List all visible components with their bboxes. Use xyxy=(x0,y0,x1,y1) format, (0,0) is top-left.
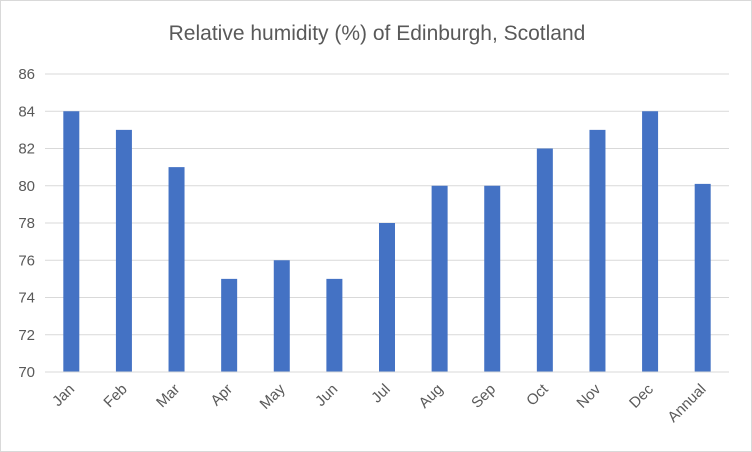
y-tick-label: 86 xyxy=(18,66,35,83)
bar-oct xyxy=(536,148,553,372)
bar-nov xyxy=(589,129,606,372)
x-tick-label: Mar xyxy=(153,381,183,411)
x-tick-label: Dec xyxy=(626,380,657,411)
bar-mar xyxy=(168,167,185,372)
y-tick-label: 80 xyxy=(18,178,35,195)
y-tick-label: 82 xyxy=(18,141,35,158)
x-tick-label: Sep xyxy=(468,381,499,412)
bars xyxy=(63,111,711,372)
y-tick-label: 84 xyxy=(18,103,35,120)
bar-dec xyxy=(642,111,659,372)
x-tick-label: Annual xyxy=(664,381,709,426)
bar-sep xyxy=(484,185,501,372)
bar-aug xyxy=(431,185,448,372)
chart-title: Relative humidity (%) of Edinburgh, Scot… xyxy=(169,22,586,45)
y-tick-label: 74 xyxy=(18,290,35,307)
x-tick-label: Feb xyxy=(100,381,130,411)
bar-feb xyxy=(115,129,132,372)
y-axis-ticks: 70 72 74 76 78 80 82 84 86 xyxy=(18,66,35,381)
x-tick-label: Jul xyxy=(368,381,394,407)
x-tick-label: Aug xyxy=(416,381,447,412)
bar-jul xyxy=(379,223,395,372)
x-tick-label: May xyxy=(257,380,289,412)
bar-jan xyxy=(63,111,80,372)
x-tick-label: Jan xyxy=(49,381,78,410)
bar-annual xyxy=(694,183,711,372)
bar-apr xyxy=(221,278,238,372)
x-tick-label: Apr xyxy=(207,381,236,410)
x-tick-label: Jun xyxy=(312,381,341,410)
x-tick-label: Oct xyxy=(523,380,552,409)
y-tick-label: 70 xyxy=(18,364,35,381)
y-tick-label: 72 xyxy=(18,327,35,344)
bar-jun xyxy=(326,278,343,372)
y-tick-label: 76 xyxy=(18,252,35,269)
x-axis-ticks: Jan Feb Mar Apr May Jun Jul Aug Sep Oct Nov Dec Annu… xyxy=(49,380,710,426)
x-tick-label: Nov xyxy=(573,380,604,411)
bar-may xyxy=(273,260,290,372)
y-tick-label: 78 xyxy=(18,215,35,232)
